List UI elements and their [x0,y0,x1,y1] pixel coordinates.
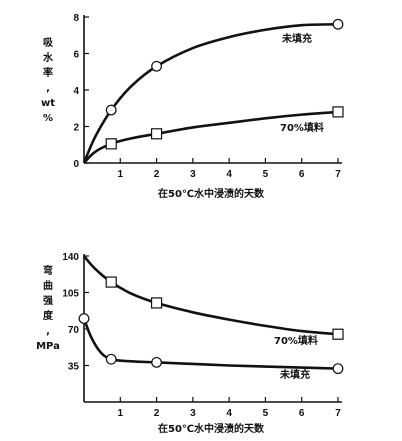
x-tick-label: 6 [299,408,305,419]
y-axis-label: % [43,113,53,124]
series-label: 70%填料 [274,334,318,347]
y-axis-label: 水 [42,51,54,64]
y-axis-label: 弯 [43,264,53,277]
data-point-square [332,328,344,340]
series-label: 未填充 [279,368,310,381]
x-tick-label: 2 [154,169,160,180]
data-point-circle [105,353,117,365]
data-point-circle [332,18,344,30]
series-line [82,23,339,164]
data-point-square [105,138,117,150]
data-point-square [105,276,117,288]
x-tick-label: 7 [335,408,341,419]
x-axis-label: 在50℃水中浸渍的天数 [158,422,265,435]
y-tick-label: 8 [73,13,79,24]
x-tick-label: 3 [190,169,196,180]
x-tick-label: 1 [118,169,124,180]
x-tick-label: 5 [263,169,269,180]
y-tick-label: 105 [62,289,79,300]
series-label: 70%填料 [280,121,324,134]
y-tick-label: 35 [68,362,80,373]
data-point-circle [78,313,90,324]
y-axis-label: 度 [43,309,54,322]
data-point-square [150,297,163,309]
x-tick-label: 1 [118,408,124,419]
y-axis-label: 曲 [43,279,53,292]
series-line [83,110,339,164]
data-point-circle [151,356,162,368]
y-axis-label: 率 [43,66,53,79]
x-tick-label: 7 [335,169,341,180]
data-point-circle [151,60,162,72]
data-point-circle [332,363,344,375]
water-absorption-chart: 0 2 4 6 8 1 2 3 4 5 6 7 吸水率, wt% 在50℃水中浸渍的天数 未填充 70%填料 [41,13,344,200]
y-axis-label: wt [41,98,55,109]
x-tick-label: 6 [299,169,305,180]
x-tick-label: 4 [226,169,232,180]
y-tick-label: 0 [73,159,79,170]
y-tick-label: 70 [68,325,80,336]
x-tick-label: 4 [226,408,232,419]
y-tick-label: 6 [73,50,79,61]
series-label: 未填充 [281,32,312,45]
y-tick-label: 2 [73,123,79,134]
x-tick-label: 3 [190,408,196,419]
y-axis-label: 吸 [43,37,54,49]
y-axis-label: , [46,326,50,337]
y-tick-label: 4 [73,86,79,97]
data-point-square [332,106,344,118]
x-axis-label: 在50℃水中浸渍的天数 [158,187,265,200]
x-tick-label: 5 [263,408,269,419]
y-axis-label: 强 [43,295,53,307]
y-axis-label: , [46,83,50,94]
x-tick-label: 2 [154,408,160,419]
data-point-circle [105,104,117,116]
y-axis-label: MPa [36,341,60,352]
y-tick-label: 140 [62,252,79,263]
data-point-square [150,128,163,140]
series-line [83,255,339,336]
